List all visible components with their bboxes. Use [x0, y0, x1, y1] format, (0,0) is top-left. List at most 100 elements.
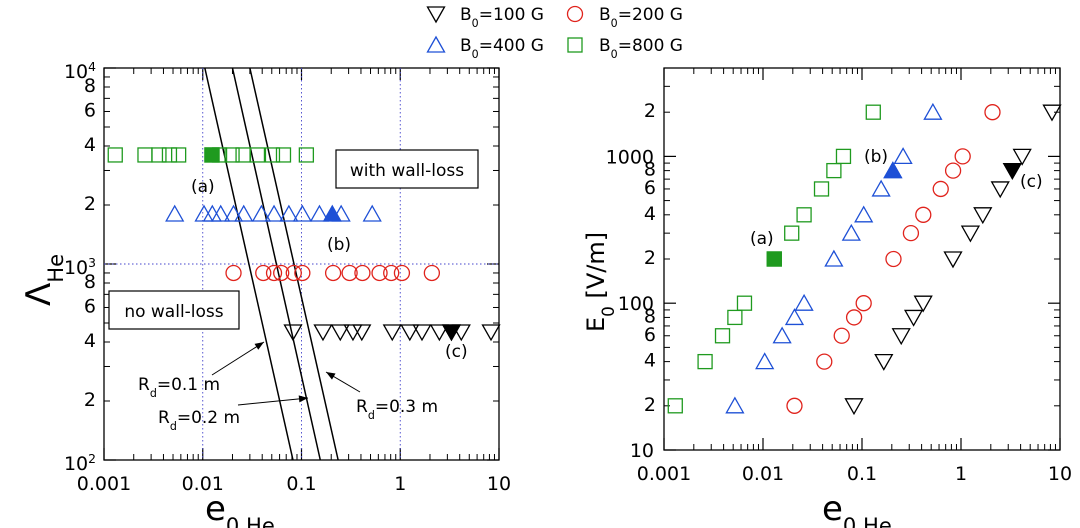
data-point-B400	[234, 204, 254, 222]
y-minor-tick-label: 4	[644, 350, 656, 372]
y-tick-label: 100	[618, 293, 654, 315]
legend: B0=100 G B0=200 G B0=400 G B0=800 G	[426, 5, 683, 61]
data-point-B100	[990, 181, 1010, 199]
data-point-B100	[481, 324, 501, 342]
y-axis-label: E0 [V/m]	[582, 232, 618, 332]
legend-marker-B200	[566, 5, 584, 23]
plot-frame	[663, 67, 1061, 451]
data-point-B100	[844, 398, 864, 416]
data-point-B100	[283, 324, 303, 342]
data-point-B800	[275, 147, 292, 163]
data-point-B800	[298, 147, 315, 163]
data-point-B200	[932, 180, 949, 198]
data-point-B400	[841, 223, 861, 241]
data-point-B100	[973, 207, 993, 225]
highlighted-point-B800	[766, 251, 782, 267]
highlighted-point-B100	[441, 324, 462, 342]
data-point-B100	[451, 324, 471, 342]
data-point-B400	[292, 204, 312, 222]
y-tick-label: 102	[64, 452, 96, 475]
point-label-c: (c)	[1020, 172, 1043, 192]
y-minor-tick-label: 8	[644, 159, 656, 181]
data-point-B200	[902, 224, 920, 242]
data-point-B200	[845, 309, 863, 326]
x-tick-label: 0.1	[847, 463, 877, 485]
right-chart: 0.001 0.01 0.1 1 10101001000246824682(a)(b)(…	[582, 67, 1072, 528]
y-minor-tick-label: 6	[84, 99, 96, 121]
data-point-B100	[913, 295, 933, 313]
point-label-a: (a)	[750, 229, 774, 249]
y-minor-tick-label: 2	[644, 394, 656, 416]
curve-rd-1	[204, 67, 294, 461]
highlighted-point-B800	[204, 147, 220, 163]
x-tick-label: 10	[1048, 463, 1072, 485]
x-tick-label: 1	[955, 463, 967, 485]
legend-marker-B800	[567, 37, 583, 53]
data-point-B800	[249, 147, 266, 163]
data-point-B400	[309, 204, 330, 222]
y-minor-tick-label: 2	[644, 247, 656, 269]
curve-rd-2	[231, 67, 322, 461]
data-point-B200	[225, 264, 242, 282]
data-point-B200	[915, 206, 932, 223]
legend-marker-B100	[426, 6, 446, 24]
y-minor-tick-label: 6	[84, 295, 96, 317]
y-tick-label: 103	[64, 256, 96, 279]
data-point-B400	[202, 204, 222, 222]
data-point-B100	[903, 309, 924, 327]
data-point-B200	[885, 250, 902, 268]
data-point-B400	[362, 204, 382, 222]
point-label-b: (b)	[864, 147, 888, 167]
data-point-B400	[824, 249, 844, 267]
data-point-B800	[224, 147, 240, 163]
highlighted-point-B100	[1002, 162, 1022, 180]
y-minor-tick-label: 8	[84, 75, 96, 97]
x-tick-label: 0.01	[742, 463, 784, 485]
region-label-lower: no wall-loss	[124, 302, 223, 322]
curve-label-rd-1: Rd=0.1 m	[138, 375, 220, 400]
data-point-B400	[871, 179, 891, 197]
data-point-B400	[893, 147, 913, 165]
y-minor-tick-label: 2	[644, 100, 656, 122]
data-point-B800	[697, 353, 713, 370]
y-minor-tick-label: 4	[644, 203, 656, 225]
data-point-B200	[786, 397, 803, 414]
legend-label-B200: B0=200 G	[599, 5, 683, 30]
region-box-upper	[335, 149, 479, 189]
data-point-B800	[736, 295, 753, 311]
data-point-B200	[984, 104, 1001, 121]
x-axis-label: e0,He	[205, 489, 275, 528]
data-point-B400	[223, 204, 244, 222]
data-point-B100	[429, 324, 449, 342]
data-point-B100	[891, 328, 911, 346]
data-point-B100	[412, 324, 432, 342]
left-chart: 0.001 0.01 0.1 1 1010210310424682468(a)(b)(c…	[19, 60, 511, 528]
data-point-B800	[170, 147, 187, 163]
point-label-b: (b)	[327, 235, 351, 255]
data-point-B200	[265, 264, 283, 282]
data-point-B800	[714, 328, 731, 344]
data-point-B100	[874, 353, 894, 371]
data-point-B400	[264, 204, 284, 222]
data-point-B100	[382, 324, 402, 342]
data-point-B200	[273, 264, 290, 282]
y-tick-label: 10	[630, 440, 654, 462]
y-minor-tick-label: 8	[84, 271, 96, 293]
data-point-B100	[1012, 148, 1032, 166]
data-point-B200	[833, 327, 850, 344]
data-point-B100	[400, 324, 420, 342]
data-point-B400	[772, 326, 792, 344]
x-axis-label: e0,He	[822, 489, 892, 528]
data-point-B800	[107, 147, 123, 163]
data-point-B200	[341, 264, 358, 282]
data-point-B400	[251, 204, 272, 222]
data-point-B100	[960, 225, 981, 243]
data-point-B200	[954, 148, 971, 165]
data-point-B800	[161, 147, 178, 163]
x-tick-label: 0.001	[77, 473, 131, 495]
data-point-B200	[371, 264, 388, 282]
region-label-upper: with wall-loss	[350, 161, 464, 181]
data-point-B100	[330, 324, 350, 342]
curve-label-rd-3: Rd=0.3 m	[356, 397, 438, 422]
